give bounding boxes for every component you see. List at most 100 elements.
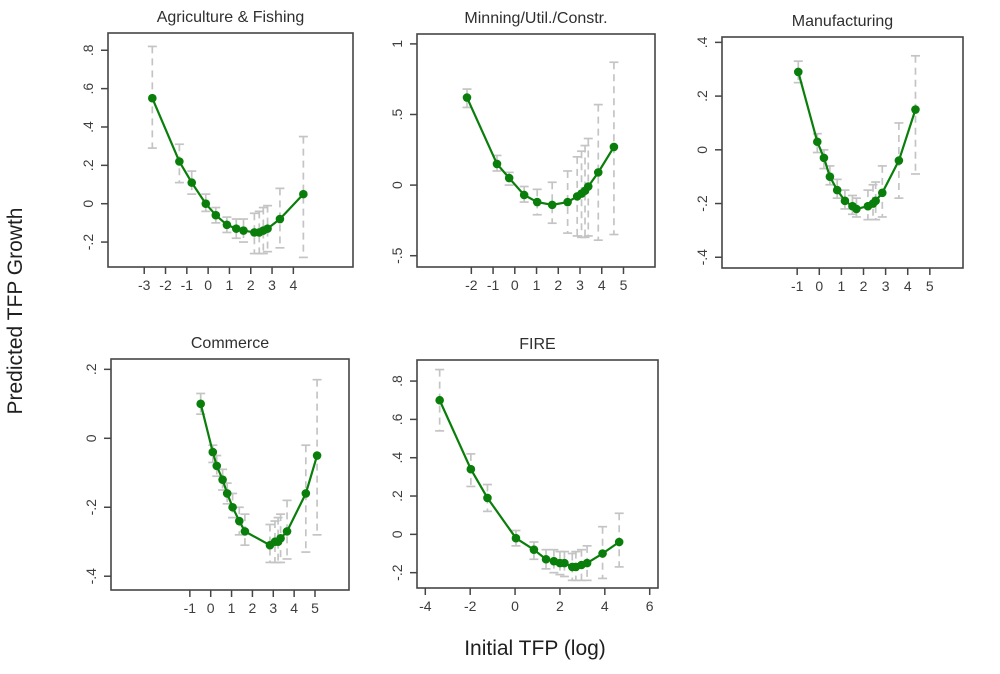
data-point (231, 224, 241, 233)
data-point (239, 226, 248, 235)
x-tick-label: 4 (289, 277, 297, 293)
data-point (560, 558, 569, 568)
y-tick-label: 0 (80, 200, 96, 208)
y-tick-label: .4 (694, 36, 710, 48)
data-point (894, 156, 904, 165)
panel-mining-util-constr: Minning/Util./Constr.-2 -1 0 1 2 3 4 5-.50.51 (389, 10, 656, 293)
data-point (547, 200, 557, 210)
data-point (462, 93, 472, 102)
panel-fire: FIRE -4 -2 0 2 4 6 -.2 0 .2 .4 .6 .8 (389, 336, 659, 614)
x-tick-label: -1 (184, 600, 197, 616)
data-point (187, 178, 197, 187)
y-tick-label: .6 (389, 413, 405, 425)
y-tick-label: .4 (389, 452, 405, 464)
panel-manufacturing: Manufacturing-1 0 1 2 3 4 5-.4-.20.2.4 (694, 13, 964, 294)
y-tick-label: -.2 (80, 234, 96, 251)
data-point (812, 137, 822, 147)
data-point (563, 197, 572, 207)
data-point (196, 399, 205, 409)
data-point (832, 185, 842, 195)
x-tick-label: 3 (882, 278, 890, 294)
data-point (299, 189, 308, 199)
y-tick-label: .2 (83, 363, 99, 375)
y-tick-label: 0 (389, 181, 405, 189)
data-point (541, 554, 551, 564)
data-point (825, 172, 835, 181)
data-point (275, 214, 285, 224)
y-tick-label: 0 (694, 146, 710, 154)
data-point (175, 157, 184, 166)
x-tick-label: -2 (464, 598, 477, 614)
x-tick-label: 4 (598, 277, 606, 293)
x-tick-label: 0 (511, 598, 519, 614)
y-tick-label: -.4 (83, 568, 99, 585)
data-point (532, 197, 542, 207)
data-point (435, 395, 444, 405)
plot-box (110, 358, 350, 591)
data-point (208, 447, 218, 457)
data-point (598, 549, 607, 558)
data-point (312, 451, 322, 460)
data-point (911, 105, 920, 114)
x-tick-label: 5 (311, 600, 319, 616)
data-point (614, 537, 624, 547)
y-tick-label: .4 (80, 121, 96, 133)
series-line (199, 402, 319, 547)
data-point (877, 188, 887, 198)
plot-box (721, 36, 964, 269)
data-point (234, 516, 244, 526)
y-tick-label: 0 (389, 530, 405, 538)
data-point (301, 489, 311, 498)
data-point (852, 204, 861, 214)
data-point (201, 199, 211, 209)
y-tick-label: 1 (389, 40, 405, 48)
x-tick-label: -1 (487, 277, 500, 293)
panel-commerce: Commerce-1 0 1 2 3 4 5-.4-.20.2 (83, 335, 350, 616)
x-tick-label: -1 (181, 277, 194, 293)
y-tick-label: -.4 (694, 249, 710, 266)
y-tick-label: .2 (80, 159, 96, 171)
data-point (529, 545, 539, 554)
x-tick-label: 0 (207, 600, 215, 616)
y-tick-label: .2 (389, 490, 405, 502)
data-point (148, 93, 157, 103)
y-tick-label: -.5 (389, 247, 405, 264)
x-tick-label: -4 (419, 598, 432, 614)
data-point (609, 142, 619, 152)
x-tick-label: 1 (837, 278, 845, 294)
data-point (282, 527, 292, 536)
x-tick-label: 1 (228, 600, 236, 616)
data-point (583, 182, 593, 191)
x-tick-label: 2 (556, 598, 564, 614)
data-point (222, 220, 232, 230)
data-point (793, 67, 803, 77)
data-point (519, 190, 529, 200)
panel-title-manufacturing: Manufacturing (792, 13, 893, 30)
y-tick-label: .2 (694, 90, 710, 102)
x-tick-label: 3 (268, 277, 276, 293)
y-tick-label: .8 (389, 375, 405, 387)
data-point (212, 461, 222, 471)
y-axis-label: Predicted TFP Growth (4, 207, 27, 415)
panel-agriculture-fishing: Agriculture & Fishing-3 -2 -1 0 1 2 3 4-.20.2.4… (80, 9, 354, 293)
plot-box (416, 33, 656, 268)
x-tick-label: 5 (926, 278, 934, 294)
y-tick-label: 0 (83, 434, 99, 442)
y-tick-label: -.2 (389, 564, 405, 581)
data-point (222, 489, 232, 498)
x-tick-label: 6 (646, 598, 654, 614)
panel-title-commerce: Commerce (191, 335, 269, 352)
y-tick-label: .6 (80, 83, 96, 95)
plot-box (107, 32, 354, 268)
x-tick-label: 0 (511, 277, 519, 293)
x-tick-label: 4 (290, 600, 298, 616)
data-point (276, 533, 285, 543)
panel-title-mining-util-constr: Minning/Util./Constr. (464, 10, 607, 27)
x-tick-label: 2 (249, 600, 257, 616)
x-tick-label: 5 (620, 277, 628, 293)
x-tick-label: 4 (601, 598, 609, 614)
y-tick-label: -.2 (83, 499, 99, 516)
x-tick-label: 1 (226, 277, 234, 293)
